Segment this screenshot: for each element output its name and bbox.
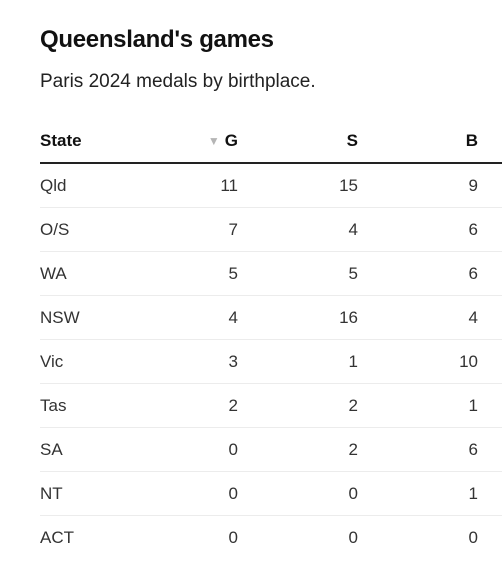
table-row: ACT 0 0 0 [40, 516, 502, 560]
column-header-gold-label: G [224, 131, 238, 150]
table-body: Qld 11 15 9 O/S 7 4 6 WA 5 5 6 NSW 4 16 4 Vic 3 1 10 Tas 2 2 1 S… [40, 163, 502, 559]
cell-gold: 5 [159, 251, 238, 296]
table-header: State ▼ G S B [40, 120, 502, 164]
cell-state: ACT [40, 527, 74, 547]
cell-bronze: 1 [358, 383, 502, 428]
cell-gold: 0 [159, 427, 238, 472]
cell-state: NT [40, 471, 159, 516]
cell-bronze: 0 [468, 527, 478, 547]
table-row: NSW 4 16 4 [40, 295, 502, 340]
column-header-state-label: State [40, 131, 82, 150]
cell-bronze: 4 [358, 295, 502, 340]
cell-silver: 2 [238, 427, 358, 472]
cell-gold: 2 [159, 383, 238, 428]
cell-bronze: 6 [358, 427, 502, 472]
cell-state: WA [40, 251, 159, 296]
table-row: SA 0 2 6 [40, 427, 502, 472]
column-header-state[interactable]: State [40, 120, 159, 164]
column-header-bronze[interactable]: B [358, 120, 502, 164]
cell-silver: 0 [238, 471, 358, 516]
cell-gold: 7 [159, 207, 238, 252]
table-row: Qld 11 15 9 [40, 163, 502, 208]
table-row: Vic 3 1 10 [40, 339, 502, 384]
cell-gold: 11 [159, 163, 238, 208]
cell-silver: 0 [348, 527, 358, 547]
cell-state: Vic [40, 339, 159, 384]
header-row: State ▼ G S B [40, 120, 502, 164]
cell-bronze: 6 [358, 207, 502, 252]
sort-descending-icon: ▼ [207, 134, 220, 148]
cell-silver: 5 [238, 251, 358, 296]
table-row: Tas 2 2 1 [40, 383, 502, 428]
cell-bronze: 10 [358, 339, 502, 384]
column-header-silver-label: S [346, 131, 358, 150]
cell-silver: 2 [238, 383, 358, 428]
column-header-bronze-label: B [465, 131, 478, 150]
cell-bronze: 6 [358, 251, 502, 296]
page-title: Queensland's games [40, 26, 274, 53]
cell-gold: 4 [159, 295, 238, 340]
cell-state: Qld [40, 163, 159, 208]
cell-gold: 0 [228, 527, 238, 547]
cell-state: Tas [40, 383, 159, 428]
cell-silver: 4 [238, 207, 358, 252]
cell-bronze: 1 [358, 471, 502, 516]
page-subtitle: Paris 2024 medals by birthplace. [40, 71, 316, 92]
cell-gold: 3 [159, 339, 238, 384]
cell-gold: 0 [159, 471, 238, 516]
table-row: WA 5 5 6 [40, 251, 502, 296]
cell-state: SA [40, 427, 159, 472]
cell-silver: 16 [238, 295, 358, 340]
column-header-silver[interactable]: S [238, 120, 358, 164]
cell-bronze: 9 [358, 163, 502, 208]
cell-silver: 1 [238, 339, 358, 384]
table-row: O/S 7 4 6 [40, 207, 502, 252]
table-row: NT 0 0 1 [40, 471, 502, 516]
cell-state: O/S [40, 207, 159, 252]
cell-state: NSW [40, 295, 159, 340]
medals-table: State ▼ G S B Qld 11 15 9 O/S 7 4 6 WA 5 5 6 NSW 4 16 4 V… [40, 120, 502, 559]
cell-silver: 15 [238, 163, 358, 208]
column-header-gold[interactable]: ▼ G [159, 120, 238, 164]
